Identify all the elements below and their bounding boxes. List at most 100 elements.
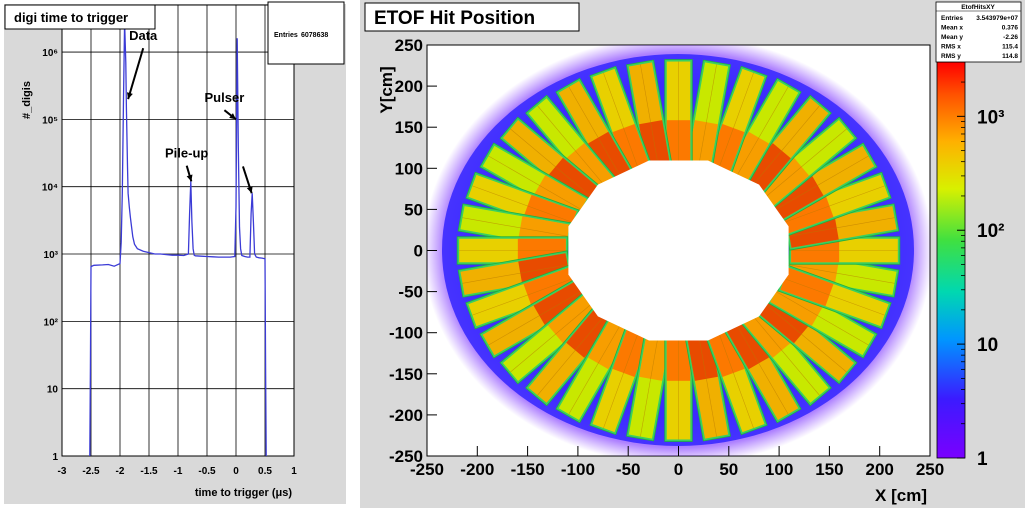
detector-module	[479, 278, 591, 359]
detector-module	[777, 171, 892, 237]
right-y-tick-label: -200	[389, 406, 423, 425]
detector-module	[589, 320, 655, 436]
detector-module	[499, 291, 604, 385]
annotation-label: Pile-up	[165, 146, 208, 161]
detector-module	[525, 94, 619, 199]
color-scale-tick-label: 10	[977, 335, 998, 356]
right-y-tick-label: 0	[414, 242, 423, 261]
detector-module	[626, 59, 674, 175]
left-y-tick-label: 10⁵	[42, 115, 58, 126]
annotation-arrowhead	[246, 186, 253, 194]
left-chart-title: digi time to trigger	[14, 10, 128, 25]
right-y-axis-label: Y[cm]	[377, 66, 396, 113]
right-x-tick-label: -50	[616, 460, 641, 479]
stats-row-value: 114.8	[1002, 53, 1018, 60]
left-x-tick-label: 0.5	[258, 466, 272, 477]
left-x-tick-label: -1	[174, 466, 183, 477]
annotation-label: Pulser	[205, 90, 245, 105]
stats-row-value: 0.376	[1002, 25, 1019, 32]
color-scale-bar	[936, 61, 966, 459]
left-y-tick-label: 10³	[44, 250, 59, 261]
right-x-tick-label: 200	[866, 460, 894, 479]
right-x-tick-label: -100	[561, 460, 595, 479]
stats-row-label: Mean y	[941, 34, 963, 41]
annotation-arrowhead	[229, 113, 236, 120]
detector-module	[738, 94, 832, 199]
right-y-tick-labels: -250 -200 -150 -100 -50 0 50 100 150 200 250	[389, 36, 437, 466]
left-x-tick-label: -0.5	[198, 466, 216, 477]
right-y-tick-label: -250	[389, 447, 423, 466]
left-y-tick-label: 10²	[44, 317, 59, 328]
stats-row-label: RMS y	[941, 53, 961, 60]
detector-module	[766, 142, 878, 223]
right-x-tick-label: 50	[719, 460, 738, 479]
right-y-tick-label: 150	[395, 118, 423, 137]
left-y-tick-labels: 1 10 10² 10³ 10⁴ 10⁵ 10⁶	[42, 48, 59, 463]
detector-module	[777, 264, 892, 330]
left-y-axis-label: #_digis	[21, 81, 33, 119]
color-scale-tick-label: 10²	[977, 221, 1004, 242]
right-y-tick-label: 200	[395, 77, 423, 96]
annotation-arrowhead	[126, 92, 133, 100]
right-stats-title: EtofHitsXY	[961, 4, 995, 11]
detector-module	[525, 302, 619, 407]
right-stats-box	[935, 1, 1022, 63]
left-x-tick-label: -1.5	[140, 466, 158, 477]
stats-row-value: -2.26	[1003, 34, 1018, 41]
detector-module	[499, 116, 604, 210]
detector-modules	[456, 59, 901, 442]
detector-module	[721, 312, 802, 424]
detector-module	[683, 59, 731, 175]
annotation-arrowhead	[186, 174, 193, 182]
right-y-tick-label: -150	[389, 365, 423, 384]
left-y-tick-label: 10⁴	[42, 183, 58, 194]
right-title-box	[364, 2, 580, 32]
right-stats-rows: Entries 3.543979e+07 Mean x 0.376 Mean y -2.2…	[941, 15, 1018, 60]
stats-row-label: Entries	[941, 15, 963, 22]
right-x-tick-label: 150	[815, 460, 843, 479]
detector-module	[702, 320, 768, 436]
left-x-tick-label: -2	[116, 466, 125, 477]
left-x-tick-label: 0	[233, 466, 239, 477]
left-x-tick-label: -3	[58, 466, 67, 477]
right-y-tick-label: -50	[398, 283, 423, 302]
annotation-arrow	[127, 47, 145, 100]
left-stats-entries-label: Entries	[274, 32, 298, 39]
right-x-tick-label: 250	[916, 460, 944, 479]
right-y-tick-label: 50	[404, 200, 423, 219]
detector-module	[555, 312, 636, 424]
right-x-tick-label: -200	[460, 460, 494, 479]
left-y-tick-label: 10	[47, 385, 59, 396]
stats-row-value: 3.543979e+07	[976, 15, 1018, 22]
right-x-tick-label: -150	[511, 460, 545, 479]
left-x-tick-labels: -3 -2.5 -2 -1.5 -1 -0.5 0 0.5 1	[58, 466, 298, 477]
left-stats-entries-value: 6078638	[301, 32, 328, 39]
detector-module	[753, 116, 858, 210]
left-x-tick-label: 1	[291, 466, 297, 477]
histogram-line	[89, 21, 267, 457]
stats-row-label: Mean x	[941, 25, 963, 32]
annotation-label: Data	[129, 28, 158, 43]
detector-module	[702, 65, 768, 181]
detector-module	[664, 59, 693, 171]
left-title-box	[4, 4, 156, 30]
left-stats-box	[267, 1, 345, 65]
right-x-tick-label: -250	[410, 460, 444, 479]
right-x-tick-label: 100	[765, 460, 793, 479]
stats-row-label: RMS x	[941, 44, 961, 51]
left-x-axis-label: time to trigger (μs)	[195, 487, 293, 499]
right-y-tick-label: 250	[395, 36, 423, 55]
right-chart-title: ETOF Hit Position	[374, 8, 535, 29]
color-scale-tick-labels: 1 10 10² 10³	[957, 61, 1004, 470]
detector-module	[626, 326, 674, 442]
right-x-axis-label: X [cm]	[875, 486, 927, 505]
hit-position-map	[427, 45, 930, 456]
inner-hole	[568, 160, 789, 341]
color-scale-tick-label: 1	[977, 449, 988, 470]
stats-row-value: 115.4	[1002, 44, 1018, 51]
left-x-tick-label: -2.5	[82, 466, 100, 477]
left-y-tick-label: 1	[52, 452, 58, 463]
right-y-tick-label: 100	[395, 159, 423, 178]
right-x-tick-label: 0	[674, 460, 683, 479]
